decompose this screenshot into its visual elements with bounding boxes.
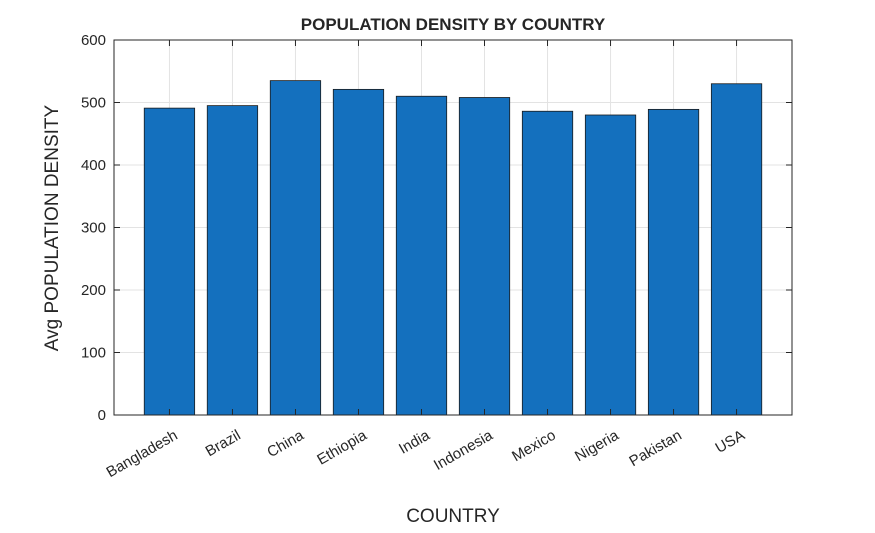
x-tick-label: Indonesia (431, 426, 496, 474)
bar-nigeria (584, 114, 637, 416)
x-tick-label: Ethiopia (314, 426, 370, 468)
bar-indonesia (458, 97, 511, 416)
x-tick-label: USA (713, 427, 748, 457)
y-tick-label: 100 (81, 345, 106, 362)
y-tick-label: 500 (81, 95, 106, 112)
y-tick-label: 0 (98, 407, 106, 424)
x-tick-label: China (264, 426, 307, 461)
y-axis-label: Avg POPULATION DENSITY (42, 105, 63, 352)
y-tick-label: 600 (81, 32, 106, 49)
bar-mexico (521, 110, 574, 416)
bar-ethiopia (332, 88, 385, 416)
x-tick-label: Bangladesh (104, 427, 181, 481)
x-tick-label: Mexico (509, 427, 559, 465)
bar-brazil (206, 105, 259, 416)
y-tick-label: 400 (81, 157, 106, 174)
bar-bangladesh (143, 107, 196, 416)
x-axis-label: COUNTRY (406, 506, 500, 527)
chart-title: POPULATION DENSITY BY COUNTRY (301, 15, 606, 34)
x-tick-label: Pakistan (626, 427, 684, 470)
y-tick-label: 300 (81, 220, 106, 237)
bars (143, 80, 763, 416)
y-tick-label: 200 (81, 282, 106, 299)
bar-usa (710, 83, 763, 416)
x-tick-label: Brazil (203, 427, 244, 460)
bar-india (395, 95, 448, 416)
x-tick-label: India (396, 426, 433, 457)
bar-pakistan (647, 108, 700, 416)
x-tick-label: Nigeria (572, 426, 622, 465)
bar-china (269, 80, 322, 416)
